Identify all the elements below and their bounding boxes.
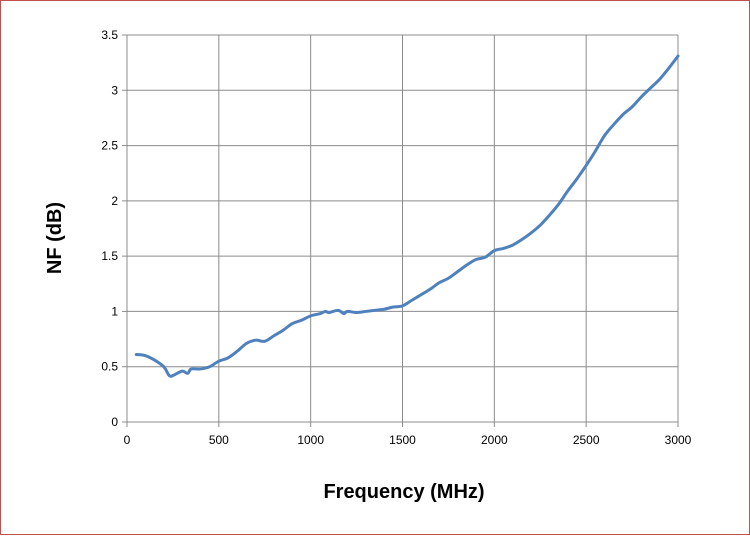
data-point bbox=[502, 247, 505, 250]
data-point bbox=[447, 277, 450, 280]
data-point bbox=[153, 359, 156, 362]
data-point bbox=[186, 372, 189, 375]
data-point bbox=[254, 339, 257, 342]
y-tick-label: 1 bbox=[111, 304, 118, 318]
data-point bbox=[594, 150, 597, 153]
data-point bbox=[217, 360, 220, 363]
data-point bbox=[585, 164, 588, 167]
data-point bbox=[557, 203, 560, 206]
data-point bbox=[346, 310, 349, 313]
x-tick-label: 2500 bbox=[573, 433, 600, 447]
grid-lines bbox=[127, 34, 679, 422]
data-point bbox=[511, 244, 514, 247]
x-tick-label: 500 bbox=[209, 433, 229, 447]
data-point bbox=[168, 374, 171, 377]
y-tick-label: 0 bbox=[111, 415, 118, 429]
data-point bbox=[493, 249, 496, 252]
data-point bbox=[355, 311, 358, 314]
data-point bbox=[649, 87, 652, 90]
data-point bbox=[328, 311, 331, 314]
x-tick-label: 2000 bbox=[481, 433, 508, 447]
data-point bbox=[181, 370, 184, 373]
x-tick-label: 1000 bbox=[297, 433, 324, 447]
series-layer bbox=[134, 54, 680, 378]
data-point bbox=[199, 367, 202, 370]
data-point bbox=[419, 293, 422, 296]
data-point bbox=[566, 189, 569, 192]
y-tick-label: 1.5 bbox=[101, 249, 118, 263]
data-point bbox=[162, 365, 165, 368]
data-point bbox=[621, 113, 624, 116]
data-point bbox=[631, 105, 634, 108]
data-point bbox=[291, 322, 294, 325]
data-point bbox=[364, 310, 367, 313]
tick-labels: 0 0.5 1 1.5 2 2.5 3 3.5 0 500 1000 1500 2000 2500 3000 bbox=[101, 28, 691, 447]
data-point bbox=[324, 310, 327, 313]
data-point bbox=[456, 270, 459, 273]
data-point bbox=[612, 123, 615, 126]
data-point bbox=[438, 281, 441, 284]
axes bbox=[122, 34, 679, 427]
data-point bbox=[318, 312, 321, 315]
data-point bbox=[575, 177, 578, 180]
data-point bbox=[429, 288, 432, 291]
series-line bbox=[134, 54, 680, 378]
x-axis-title: Frequency (MHz) bbox=[323, 481, 484, 503]
data-point bbox=[208, 365, 211, 368]
data-point bbox=[263, 340, 266, 343]
y-tick-label: 0.5 bbox=[101, 360, 118, 374]
data-point bbox=[383, 308, 386, 311]
data-point bbox=[245, 342, 248, 345]
data-point bbox=[548, 214, 551, 217]
data-point bbox=[474, 258, 477, 261]
data-point bbox=[667, 67, 670, 70]
x-tick-label: 3000 bbox=[665, 433, 692, 447]
data-point bbox=[401, 304, 404, 307]
data-point bbox=[410, 299, 413, 302]
data-point bbox=[337, 309, 340, 312]
x-tick-label: 0 bbox=[124, 433, 131, 447]
data-point bbox=[640, 95, 643, 98]
data-point bbox=[309, 314, 312, 317]
data-point bbox=[465, 263, 468, 266]
data-point bbox=[227, 356, 230, 359]
data-point bbox=[342, 312, 345, 315]
x-tick-label: 1500 bbox=[389, 433, 416, 447]
data-point bbox=[300, 319, 303, 322]
y-axis-title: NF (dB) bbox=[44, 202, 66, 274]
data-point bbox=[603, 134, 606, 137]
data-point bbox=[282, 329, 285, 332]
data-point bbox=[171, 374, 174, 377]
y-tick-label: 2 bbox=[111, 194, 118, 208]
y-tick-label: 2.5 bbox=[101, 139, 118, 153]
data-point bbox=[135, 353, 138, 356]
data-point bbox=[272, 334, 275, 337]
data-point bbox=[539, 224, 542, 227]
data-point bbox=[392, 306, 395, 309]
data-point bbox=[484, 256, 487, 259]
data-point bbox=[530, 231, 533, 234]
data-point bbox=[190, 367, 193, 370]
data-point bbox=[677, 55, 680, 58]
data-point bbox=[373, 309, 376, 312]
data-point bbox=[144, 354, 147, 357]
data-point bbox=[520, 238, 523, 241]
data-point bbox=[236, 350, 239, 353]
data-point bbox=[658, 78, 661, 81]
y-tick-label: 3.5 bbox=[101, 28, 118, 42]
y-tick-label: 3 bbox=[111, 83, 118, 97]
